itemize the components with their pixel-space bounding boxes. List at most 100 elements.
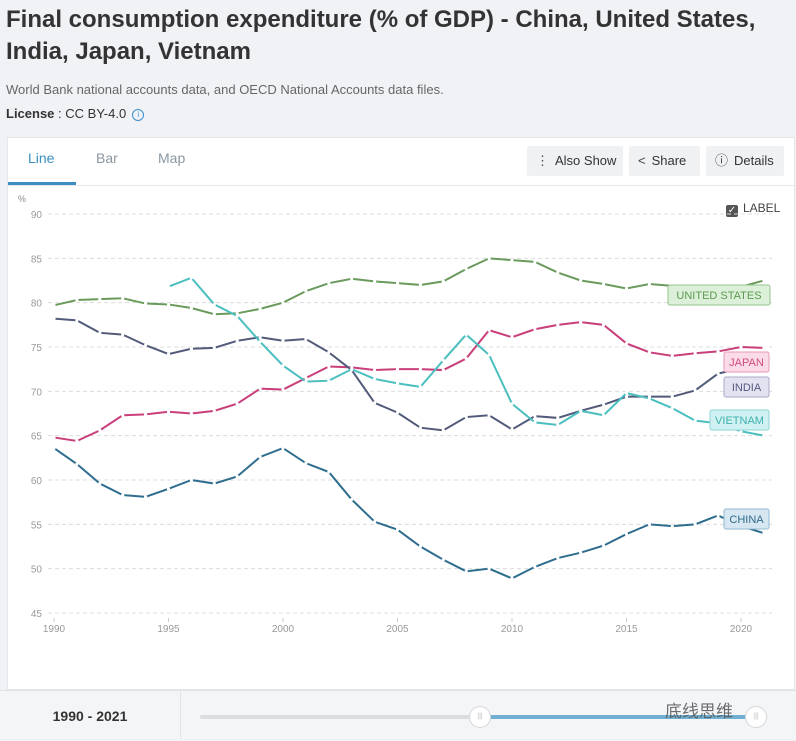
data-point-china	[670, 524, 674, 528]
tab-bar[interactable]: Bar	[96, 150, 118, 166]
share-button[interactable]: < Share	[629, 146, 700, 176]
data-point-india	[418, 426, 422, 430]
data-point-vietnam	[235, 314, 239, 318]
data-point-united-states	[418, 283, 422, 287]
data-point-india	[716, 372, 720, 376]
data-point-china	[373, 520, 377, 524]
year-range-slider[interactable]: ||| |||	[200, 706, 767, 728]
series-label-vietnam: VIETNAM	[715, 415, 764, 427]
data-point-japan	[647, 350, 652, 354]
series-label-japan: JAPAN	[729, 357, 764, 369]
data-point-united-states	[52, 303, 56, 307]
data-point-india	[373, 401, 377, 405]
data-point-vietnam	[556, 423, 560, 427]
data-point-united-states	[189, 306, 193, 310]
data-point-india	[487, 413, 491, 417]
data-point-vietnam	[693, 418, 697, 423]
data-point-vietnam	[395, 381, 400, 385]
data-point-vietnam	[670, 406, 674, 410]
x-tick-label: 2010	[501, 624, 524, 635]
info-circle-icon: ⓘ	[715, 153, 729, 168]
data-point-china	[624, 532, 629, 536]
x-tick-label: 1990	[43, 624, 66, 635]
data-point-united-states	[373, 279, 377, 283]
info-icon[interactable]: i	[132, 109, 145, 121]
data-point-japan	[212, 409, 216, 413]
data-point-china	[418, 544, 422, 549]
series-line-united-states	[53, 257, 765, 316]
data-point-china	[235, 474, 239, 479]
data-point-vietnam	[533, 420, 537, 424]
data-point-united-states	[533, 260, 537, 264]
data-point-united-states	[510, 258, 514, 262]
data-point-japan	[670, 354, 674, 358]
details-label: Details	[734, 153, 774, 168]
data-point-china	[693, 522, 697, 526]
data-point-china	[647, 522, 652, 526]
data-point-india	[98, 331, 102, 335]
page-title: Final consumption expenditure (% of GDP)…	[6, 6, 756, 65]
data-point-united-states	[556, 270, 560, 275]
chart-tabs: Line Bar Map ⋮ Also Show < Share ⓘ Details	[8, 138, 794, 186]
data-point-india	[602, 403, 606, 407]
data-point-india	[533, 414, 537, 418]
slider-start-handle[interactable]: |||	[469, 706, 491, 728]
data-point-china	[350, 497, 354, 502]
data-point-united-states	[441, 279, 445, 283]
label-toggle-text: LABEL	[743, 201, 781, 215]
data-point-united-states	[327, 281, 331, 285]
data-point-united-states	[350, 277, 354, 281]
series-label-box-united-states	[667, 284, 771, 306]
data-point-japan	[52, 435, 56, 440]
data-source: World Bank national accounts data, and O…	[6, 82, 444, 97]
series-label-india: INDIA	[732, 382, 762, 394]
data-point-china	[327, 470, 331, 474]
data-point-vietnam	[304, 379, 308, 384]
chart-card: Line Bar Map ⋮ Also Show < Share ⓘ Details …	[7, 137, 795, 690]
y-tick-label: 55	[31, 520, 43, 531]
data-point-india	[693, 388, 697, 393]
series-line-china	[53, 446, 765, 580]
data-point-japan	[281, 387, 285, 392]
y-tick-label: 45	[31, 609, 43, 620]
data-point-india	[327, 350, 331, 354]
data-point-china	[144, 495, 148, 499]
data-point-vietnam	[258, 340, 262, 344]
data-point-japan	[98, 428, 102, 432]
data-point-japan	[166, 410, 171, 414]
watermark: 底线思维	[665, 702, 733, 721]
data-point-vietnam	[166, 285, 171, 289]
data-point-japan	[739, 345, 743, 349]
data-point-vietnam	[281, 364, 285, 368]
data-point-japan	[395, 367, 400, 371]
details-button[interactable]: ⓘ Details	[706, 146, 784, 176]
slider-end-handle[interactable]: |||	[745, 706, 767, 728]
y-axis-unit: %	[18, 194, 26, 204]
tab-map[interactable]: Map	[158, 150, 186, 166]
license-value: : CC BY-4.0	[54, 106, 127, 121]
data-point-japan	[624, 341, 629, 346]
also-show-button[interactable]: ⋮ Also Show	[527, 146, 623, 176]
series-label-box-vietnam	[709, 409, 770, 431]
also-show-label: Also Show	[555, 153, 617, 168]
data-point-united-states	[235, 311, 239, 315]
tab-line[interactable]: Line	[28, 150, 55, 166]
data-point-united-states	[281, 301, 285, 305]
data-point-vietnam	[487, 353, 491, 357]
data-point-vietnam	[327, 379, 331, 383]
year-range: 1990 - 2021	[0, 691, 181, 739]
data-point-china	[510, 576, 514, 581]
data-point-japan	[144, 412, 148, 416]
data-point-india	[304, 337, 308, 341]
data-point-china	[464, 569, 468, 573]
data-point-vietnam	[418, 385, 422, 389]
data-point-vietnam	[464, 332, 468, 337]
data-point-vietnam	[762, 434, 766, 438]
x-tick-label: 2005	[386, 624, 409, 635]
data-point-vietnam	[647, 396, 652, 401]
data-point-japan	[75, 439, 79, 443]
data-point-japan	[304, 376, 308, 380]
data-point-china	[189, 478, 193, 482]
series-label-box-japan	[723, 351, 770, 373]
y-tick-label: 85	[31, 254, 43, 265]
